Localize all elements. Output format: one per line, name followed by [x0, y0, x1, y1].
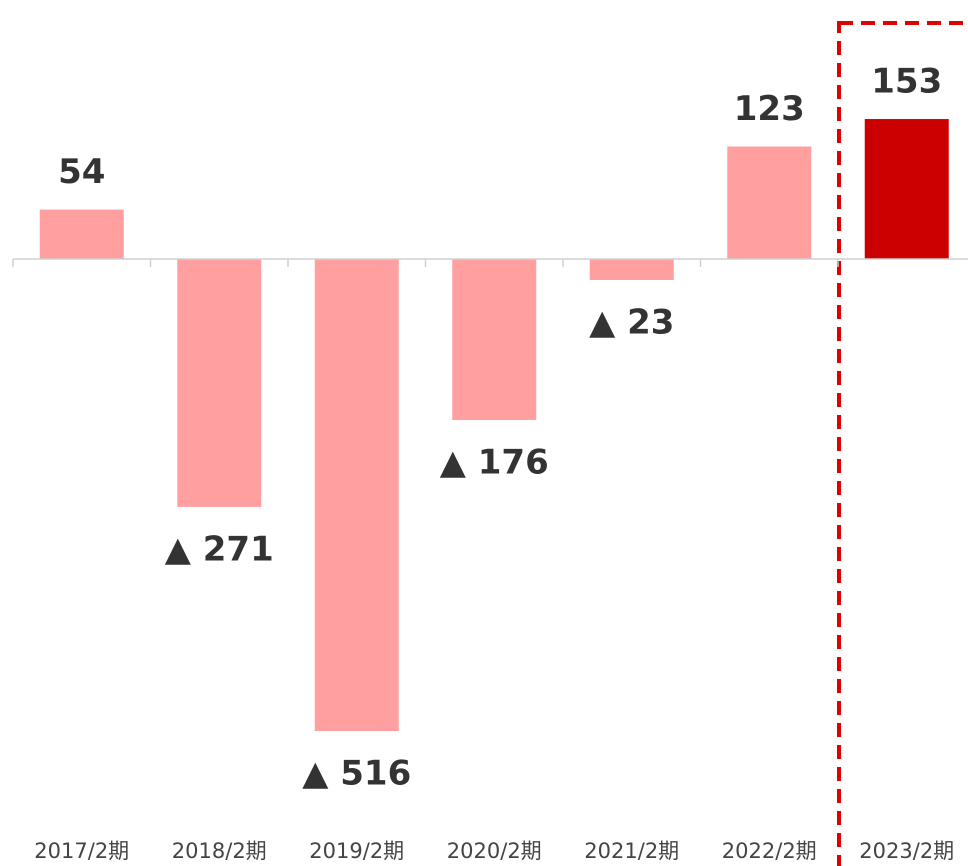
highlight-box: [837, 21, 968, 866]
x-tick-label: 2017/2期: [34, 839, 129, 863]
bar: [314, 259, 399, 731]
bar: [864, 119, 949, 259]
x-tick-label: 2018/2期: [172, 839, 267, 863]
x-tick-label: 2020/2期: [447, 839, 542, 863]
bar: [39, 209, 124, 259]
bar: [589, 259, 674, 281]
bar: [177, 259, 262, 507]
value-label: ▲ 176: [440, 442, 549, 482]
value-label: 54: [58, 152, 105, 192]
x-tick-label: 2019/2期: [309, 839, 404, 863]
x-tick-label: 2023/2期: [859, 839, 954, 863]
value-label: 123: [734, 89, 805, 129]
x-tick-label: 2022/2期: [722, 839, 817, 863]
value-label: ▲ 271: [165, 529, 274, 569]
bar: [727, 146, 812, 259]
value-label: 153: [871, 62, 942, 102]
x-tick-label: 2021/2期: [584, 839, 679, 863]
bar: [452, 259, 537, 420]
value-label: ▲ 23: [589, 303, 674, 343]
value-label: ▲ 516: [302, 754, 411, 794]
